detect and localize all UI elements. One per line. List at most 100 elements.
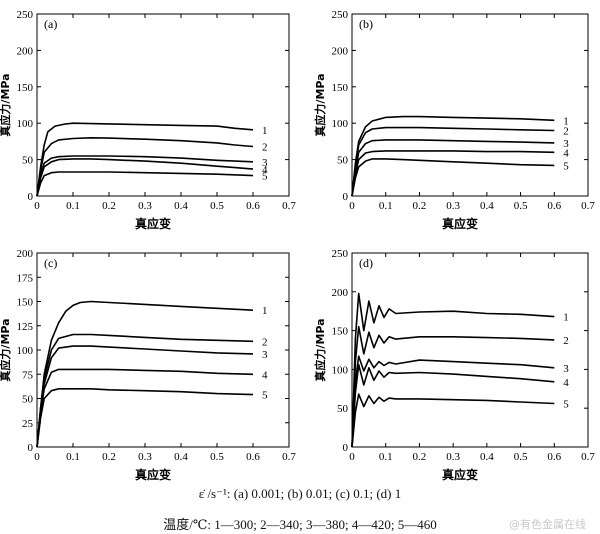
plot-frame: [351, 13, 589, 197]
series-label-5: 5: [563, 399, 569, 411]
x-tick-label: 0.2: [413, 451, 427, 463]
y-tick-label: 250: [332, 248, 349, 260]
y-tick-label: 200: [332, 287, 349, 299]
x-tick-label: 0.1: [66, 451, 80, 463]
y-tick-label: 0: [343, 191, 349, 203]
series-line-2: [36, 137, 254, 197]
y-axis-label: 真应力/MPa: [313, 73, 327, 136]
series-label-4: 4: [262, 164, 268, 176]
series-line-3: [351, 355, 555, 448]
x-axis-label: 真应变: [135, 216, 171, 231]
series-line-2: [351, 325, 555, 448]
y-tick-label: 100: [332, 118, 349, 130]
series-line-4: [36, 158, 254, 197]
plot-frame: [351, 252, 589, 448]
y-tick-label: 150: [17, 297, 34, 309]
x-tick-label: 0.6: [547, 200, 561, 212]
panel-a: 0 0.1 0.2 0.3 0.4 0.5 0.6 0.7 0 50 100 150 200 250 真应变…: [0, 9, 296, 231]
y-tick-label: 175: [17, 272, 34, 284]
x-axis-label: 真应变: [442, 467, 478, 482]
series-line-5: [351, 393, 555, 448]
x-tick-label: 0.6: [246, 451, 260, 463]
x-tick-label: 0.2: [102, 451, 116, 463]
x-tick-label: 0.1: [379, 451, 393, 463]
x-tick-label: 0.1: [379, 200, 393, 212]
x-tick-label: 0: [349, 451, 355, 463]
series-label-3: 3: [262, 349, 268, 361]
y-tick-label: 250: [17, 9, 34, 21]
x-tick-label: 0.1: [66, 200, 80, 212]
series-line-3: [36, 155, 254, 197]
watermark: @有色金属在线: [509, 518, 586, 531]
series-label-2: 2: [563, 125, 569, 137]
x-tick-label: 0.4: [174, 200, 188, 212]
series-label-5: 5: [262, 171, 268, 183]
y-tick-label: 75: [22, 369, 34, 381]
y-tick-label: 50: [22, 394, 34, 406]
y-tick-label: 200: [332, 45, 349, 57]
x-tick-label: 0: [349, 200, 355, 212]
series-line-5: [351, 158, 555, 197]
y-tick-label: 50: [337, 403, 349, 415]
y-tick-label: 25: [22, 418, 34, 430]
x-axis-label: 真应变: [442, 216, 478, 231]
series-label-5: 5: [262, 390, 268, 402]
y-tick-label: 0: [343, 442, 349, 454]
y-tick-label: 50: [22, 155, 34, 167]
panel-label: (c): [44, 256, 57, 270]
x-tick-label: 0.3: [138, 451, 152, 463]
series-line-3: [351, 139, 555, 197]
panel-label: (a): [44, 17, 57, 31]
series-line-1: [36, 122, 254, 197]
y-tick-label: 0: [28, 191, 34, 203]
y-tick-label: 50: [337, 155, 349, 167]
series-label-1: 1: [262, 125, 268, 137]
series-label-4: 4: [563, 147, 569, 159]
panel-d: 0 0.1 0.2 0.3 0.4 0.5 0.6 0.7 0 50 100 150 200 250 真应变…: [313, 248, 595, 482]
y-axis-label: 真应力/MPa: [0, 73, 12, 136]
x-tick-label: 0.5: [514, 451, 528, 463]
series-line-5: [36, 171, 254, 197]
caption-temperature: 温度/℃: 1—300; 2—340; 3—380; 4—420; 5—460: [163, 517, 437, 532]
x-tick-label: 0.6: [547, 451, 561, 463]
series-label-2: 2: [262, 141, 268, 153]
y-tick-label: 100: [17, 118, 34, 130]
caption-strain-rate: ε̇ /s⁻¹: (a) 0.001; (b) 0.01; (c) 0.1; (…: [198, 486, 402, 501]
series-line-2: [351, 126, 555, 197]
x-tick-label: 0.7: [282, 451, 296, 463]
x-tick-label: 0.4: [480, 451, 494, 463]
series-label-3: 3: [262, 157, 268, 169]
plot-frame: [36, 13, 290, 197]
x-tick-label: 0.6: [246, 200, 260, 212]
series-label-1: 1: [563, 312, 569, 324]
panel-label: (b): [359, 17, 373, 31]
series-label-3: 3: [563, 363, 569, 375]
y-tick-label: 150: [17, 82, 34, 94]
y-tick-label: 150: [332, 326, 349, 338]
series-label-2: 2: [262, 336, 268, 348]
series-label-5: 5: [563, 160, 569, 172]
series-line-4: [351, 363, 555, 448]
x-tick-label: 0: [34, 200, 40, 212]
y-tick-label: 125: [17, 321, 34, 333]
series-label-3: 3: [563, 138, 569, 150]
series-line-4: [36, 368, 254, 448]
y-tick-label: 100: [17, 345, 34, 357]
y-tick-label: 200: [17, 45, 34, 57]
x-tick-label: 0.5: [210, 200, 224, 212]
y-tick-label: 0: [28, 442, 34, 454]
series-line-4: [351, 150, 555, 197]
series-label-4: 4: [262, 369, 268, 381]
x-tick-label: 0.4: [480, 200, 494, 212]
panel-label: (d): [359, 256, 373, 270]
series-label-1: 1: [563, 115, 569, 127]
x-tick-label: 0.3: [446, 451, 460, 463]
y-tick-label: 100: [332, 364, 349, 376]
y-axis-label: 真应力/MPa: [0, 318, 12, 381]
panel-c: 0 0.1 0.2 0.3 0.4 0.5 0.6 0.7025507510012515017…: [0, 248, 296, 482]
x-axis-label: 真应变: [135, 467, 171, 482]
series-line-5: [36, 387, 254, 448]
series-line-1: [351, 292, 555, 448]
x-tick-label: 0.3: [446, 200, 460, 212]
